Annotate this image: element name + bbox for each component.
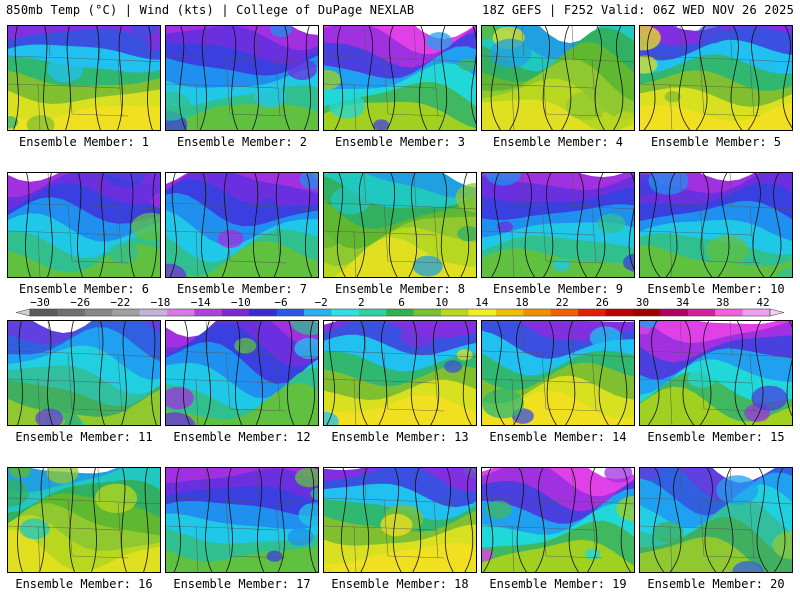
ensemble-member-map bbox=[7, 320, 161, 426]
temperature-colorbar bbox=[15, 308, 785, 317]
ensemble-member-map bbox=[481, 172, 635, 278]
colorbar-swatch bbox=[742, 309, 771, 316]
ensemble-member-map bbox=[639, 320, 793, 426]
colorbar-swatch bbox=[660, 309, 689, 316]
ensemble-member-map bbox=[165, 172, 319, 278]
colorbar-swatch bbox=[249, 309, 278, 316]
ensemble-member-map bbox=[323, 320, 477, 426]
colorbar-swatch bbox=[221, 309, 250, 316]
colorbar-swatch bbox=[441, 309, 470, 316]
colorbar-swatch bbox=[194, 309, 223, 316]
colorbar-swatch bbox=[687, 309, 716, 316]
ensemble-member-label: Ensemble Member: 11 bbox=[15, 430, 153, 444]
ensemble-member-map bbox=[7, 467, 161, 573]
colorbar-right-arrow bbox=[769, 308, 785, 317]
colorbar-tick-label: 38 bbox=[716, 296, 730, 309]
ensemble-member-label: Ensemble Member: 6 bbox=[18, 282, 150, 296]
ensemble-member-label: Ensemble Member: 16 bbox=[15, 577, 153, 591]
ensemble-member-label: Ensemble Member: 1 bbox=[18, 135, 150, 149]
colorbar-tick-label: 26 bbox=[595, 296, 609, 309]
ensemble-member-label: Ensemble Member: 15 bbox=[647, 430, 785, 444]
colorbar-tick-label: −22 bbox=[110, 296, 131, 309]
colorbar-swatch bbox=[358, 309, 387, 316]
colorbar-swatch bbox=[605, 309, 634, 316]
ensemble-member-label: Ensemble Member: 20 bbox=[647, 577, 785, 591]
colorbar-tick-label: 30 bbox=[635, 296, 650, 309]
colorbar-swatch bbox=[112, 309, 141, 316]
colorbar-swatch bbox=[139, 309, 168, 316]
ensemble-member-label: Ensemble Member: 13 bbox=[331, 430, 469, 444]
colorbar-tick-label: −2 bbox=[314, 296, 328, 309]
colorbar-tick-label: −30 bbox=[30, 296, 50, 309]
colorbar-tick-label: −10 bbox=[230, 296, 251, 309]
ensemble-member-label: Ensemble Member: 18 bbox=[331, 577, 469, 591]
colorbar-tick-label: 14 bbox=[475, 296, 489, 309]
ensemble-member-label: Ensemble Member: 8 bbox=[334, 282, 466, 296]
colorbar-tick-label: −26 bbox=[70, 296, 91, 309]
colorbar-swatch bbox=[331, 309, 360, 316]
colorbar-swatch bbox=[167, 309, 195, 316]
ensemble-member-label: Ensemble Member: 12 bbox=[173, 430, 311, 444]
colorbar-swatch bbox=[386, 309, 415, 316]
colorbar-tick-label: 42 bbox=[756, 296, 770, 309]
colorbar-swatch bbox=[57, 309, 86, 316]
ensemble-member-label: Ensemble Member: 2 bbox=[176, 135, 308, 149]
ensemble-member-label: Ensemble Member: 19 bbox=[489, 577, 627, 591]
colorbar-tick-label: 6 bbox=[398, 296, 405, 309]
header-right-title: 18Z GEFS | F252 Valid: 06Z WED NOV 26 20… bbox=[482, 3, 794, 17]
ensemble-member-map bbox=[481, 320, 635, 426]
colorbar-tick-label: −14 bbox=[190, 296, 211, 309]
colorbar-swatch bbox=[715, 309, 744, 316]
colorbar-swatch bbox=[468, 309, 497, 316]
colorbar-swatch bbox=[632, 309, 661, 316]
colorbar-tick-label: 10 bbox=[435, 296, 449, 309]
ensemble-member-map bbox=[7, 172, 161, 278]
ensemble-member-map bbox=[639, 172, 793, 278]
colorbar-swatch bbox=[523, 309, 552, 316]
colorbar-swatch bbox=[413, 309, 442, 316]
colorbar-swatch bbox=[495, 309, 524, 316]
colorbar-swatch bbox=[30, 309, 58, 316]
ensemble-member-label: Ensemble Member: 5 bbox=[650, 135, 782, 149]
header-left-title: 850mb Temp (°C) | Wind (kts) | College o… bbox=[6, 3, 415, 17]
ensemble-member-label: Ensemble Member: 14 bbox=[489, 430, 627, 444]
colorbar-swatch bbox=[84, 309, 113, 316]
colorbar-tick-label: −6 bbox=[274, 296, 288, 309]
colorbar-swatch bbox=[276, 309, 305, 316]
ensemble-member-map bbox=[7, 25, 161, 131]
ensemble-member-map bbox=[481, 25, 635, 131]
ensemble-member-map bbox=[165, 25, 319, 131]
ensemble-member-map bbox=[323, 467, 477, 573]
colorbar-tick-label: −18 bbox=[150, 296, 171, 309]
ensemble-member-map bbox=[165, 467, 319, 573]
ensemble-member-label: Ensemble Member: 17 bbox=[173, 577, 311, 591]
ensemble-member-map bbox=[323, 172, 477, 278]
colorbar-tick-label: 34 bbox=[676, 296, 690, 309]
ensemble-member-label: Ensemble Member: 10 bbox=[647, 282, 785, 296]
ensemble-member-label: Ensemble Member: 9 bbox=[492, 282, 624, 296]
ensemble-member-label: Ensemble Member: 3 bbox=[334, 135, 466, 149]
ensemble-member-map bbox=[323, 25, 477, 131]
ensemble-member-label: Ensemble Member: 7 bbox=[176, 282, 308, 296]
ensemble-member-map bbox=[481, 467, 635, 573]
colorbar-tick-label: 2 bbox=[357, 296, 365, 309]
colorbar-swatch bbox=[304, 309, 332, 316]
colorbar-tick-label: 22 bbox=[555, 296, 569, 309]
colorbar-swatch bbox=[578, 309, 607, 316]
ensemble-member-map bbox=[165, 320, 319, 426]
colorbar-swatch bbox=[550, 309, 579, 316]
colorbar-left-arrow bbox=[15, 308, 31, 317]
ensemble-member-map bbox=[639, 467, 793, 573]
ensemble-member-label: Ensemble Member: 4 bbox=[492, 135, 624, 149]
ensemble-member-map bbox=[639, 25, 793, 131]
colorbar-tick-label: 18 bbox=[515, 296, 529, 309]
